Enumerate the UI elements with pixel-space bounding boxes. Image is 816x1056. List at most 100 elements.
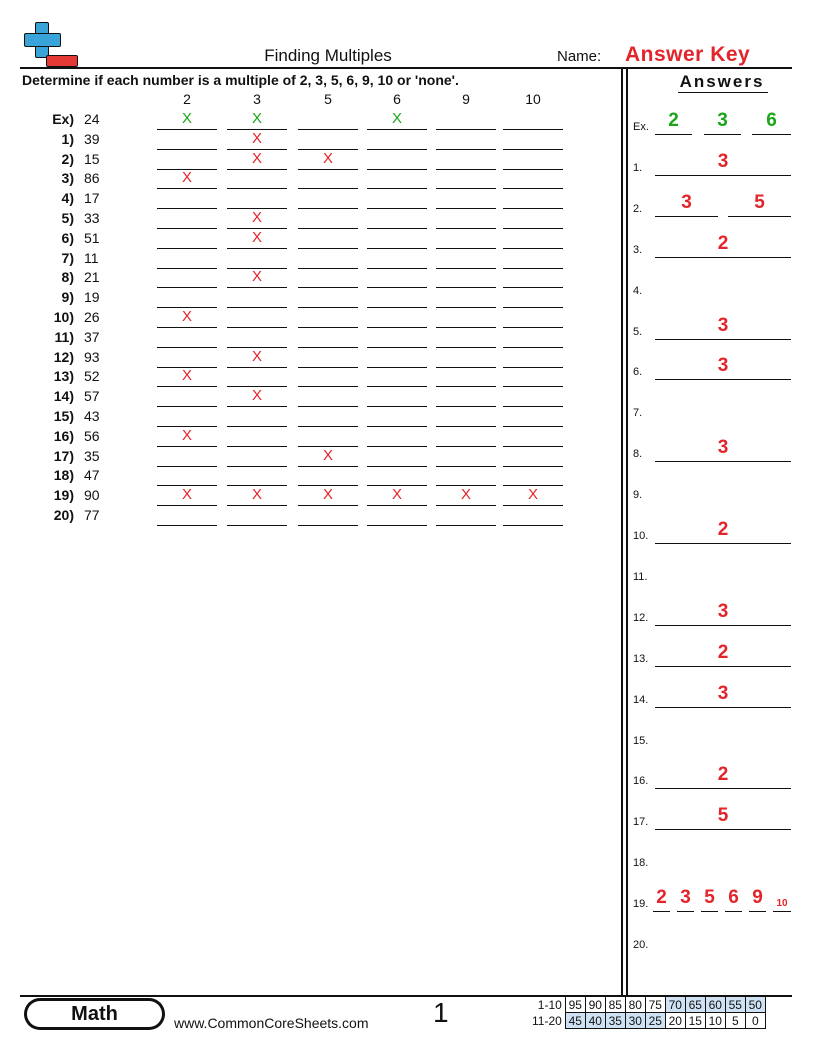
answer-blank <box>367 129 427 130</box>
multiple-mark: X <box>251 110 262 127</box>
answer-blank <box>157 525 217 526</box>
answer-blank <box>227 445 287 447</box>
answer-line <box>704 134 741 135</box>
answer-blank <box>227 505 287 507</box>
answer-blank <box>157 505 217 507</box>
answer-line <box>773 911 791 913</box>
problem-label: 12) <box>53 348 74 365</box>
answer-blank <box>503 327 563 328</box>
answer-blank <box>298 307 358 309</box>
answer-label: 9. <box>633 489 643 502</box>
multiple-mark: X <box>181 367 192 385</box>
answer-value: 6 <box>766 110 777 131</box>
answer-line <box>653 911 670 913</box>
answer-line <box>728 215 791 217</box>
answer-blank <box>298 386 358 388</box>
answer-blank <box>503 247 563 249</box>
problem-label: 2) <box>61 150 74 167</box>
answer-value: 6 <box>728 887 739 909</box>
answer-blank <box>436 208 496 210</box>
answer-blank <box>436 465 496 467</box>
answer-label: 2. <box>633 202 643 215</box>
answer-value: 9 <box>752 887 763 909</box>
bottom-divider <box>20 995 792 997</box>
answer-value: 3 <box>717 437 729 459</box>
answer-blank <box>436 505 496 507</box>
answer-blank <box>436 366 496 368</box>
answer-blank <box>503 267 563 269</box>
score-table: 1-10 95 90 85 80 75 70 65 60 55 50 11-20 45 40 35 30 25 2… <box>530 996 766 1029</box>
answer-label: 1. <box>633 161 643 174</box>
answer-blank <box>157 208 217 210</box>
answer-label: 5. <box>633 325 643 338</box>
problem-number: 57 <box>84 388 100 405</box>
problem-number: 93 <box>84 348 100 365</box>
answer-value: 5 <box>704 887 715 909</box>
answer-blank <box>157 386 217 388</box>
answer-line <box>655 829 791 831</box>
answer-blank <box>298 445 358 447</box>
answer-blank <box>436 386 496 388</box>
answer-label: 14. <box>633 693 649 706</box>
column-header-3: 3 <box>253 91 261 107</box>
problem-label: 9) <box>61 289 74 306</box>
problem-label: 6) <box>61 229 74 246</box>
multiple-mark: X <box>181 308 192 325</box>
problem-number: 35 <box>84 447 100 464</box>
score-cell: 45 <box>564 1012 586 1029</box>
answer-blank <box>503 188 563 190</box>
answer-blank <box>436 168 496 170</box>
answer-blank <box>436 228 496 229</box>
answer-blank <box>436 346 496 348</box>
answer-blank <box>298 525 358 526</box>
answer-line <box>655 543 791 544</box>
answer-label: 15. <box>633 734 649 747</box>
answer-label: 17. <box>633 816 649 829</box>
score-cell: 65 <box>684 996 706 1013</box>
answer-blank <box>436 307 496 309</box>
answer-value: 10 <box>776 898 788 910</box>
answer-blank <box>367 148 427 150</box>
multiple-mark: X <box>322 486 333 504</box>
answer-blank <box>227 327 287 328</box>
answer-line <box>725 911 742 913</box>
name-label: Name: <box>557 48 602 65</box>
answer-blank <box>503 228 563 229</box>
answer-blank <box>227 386 287 388</box>
answer-blank <box>503 465 563 467</box>
answers-heading: Answers <box>679 72 765 91</box>
multiple-mark: X <box>322 149 333 167</box>
problem-number: 21 <box>84 269 100 286</box>
problem-label: 16) <box>53 427 74 444</box>
answer-blank <box>227 228 287 229</box>
answer-value: 2 <box>717 232 729 254</box>
answer-line <box>655 256 791 258</box>
answer-blank <box>157 445 217 447</box>
answer-blank <box>367 247 427 249</box>
answer-value: 3 <box>681 191 692 213</box>
answer-label: 18. <box>633 857 649 870</box>
problem-number: 77 <box>84 507 100 523</box>
column-header-9: 9 <box>462 91 470 107</box>
problem-label: 13) <box>53 368 74 385</box>
multiple-mark: X <box>527 486 538 504</box>
score-cell: 10 <box>704 1012 726 1029</box>
answer-column-divider <box>621 69 623 995</box>
answer-value: 3 <box>717 600 729 622</box>
answer-line <box>655 379 791 381</box>
answer-blank <box>298 208 358 210</box>
score-range-label: 1-10 <box>537 997 562 1012</box>
answer-blank <box>227 148 287 150</box>
top-divider <box>20 67 792 69</box>
answer-line <box>655 665 791 667</box>
answer-blank <box>503 485 563 487</box>
problem-label: 8) <box>61 269 74 286</box>
answer-blank <box>298 327 358 328</box>
answer-blank <box>503 445 563 447</box>
answer-blank <box>298 426 358 427</box>
logo-plus-horizontal <box>24 33 61 47</box>
answer-blank <box>157 406 217 408</box>
problem-label: 18) <box>53 467 74 484</box>
answer-blank <box>436 267 496 269</box>
problem-label: 4) <box>61 190 74 207</box>
